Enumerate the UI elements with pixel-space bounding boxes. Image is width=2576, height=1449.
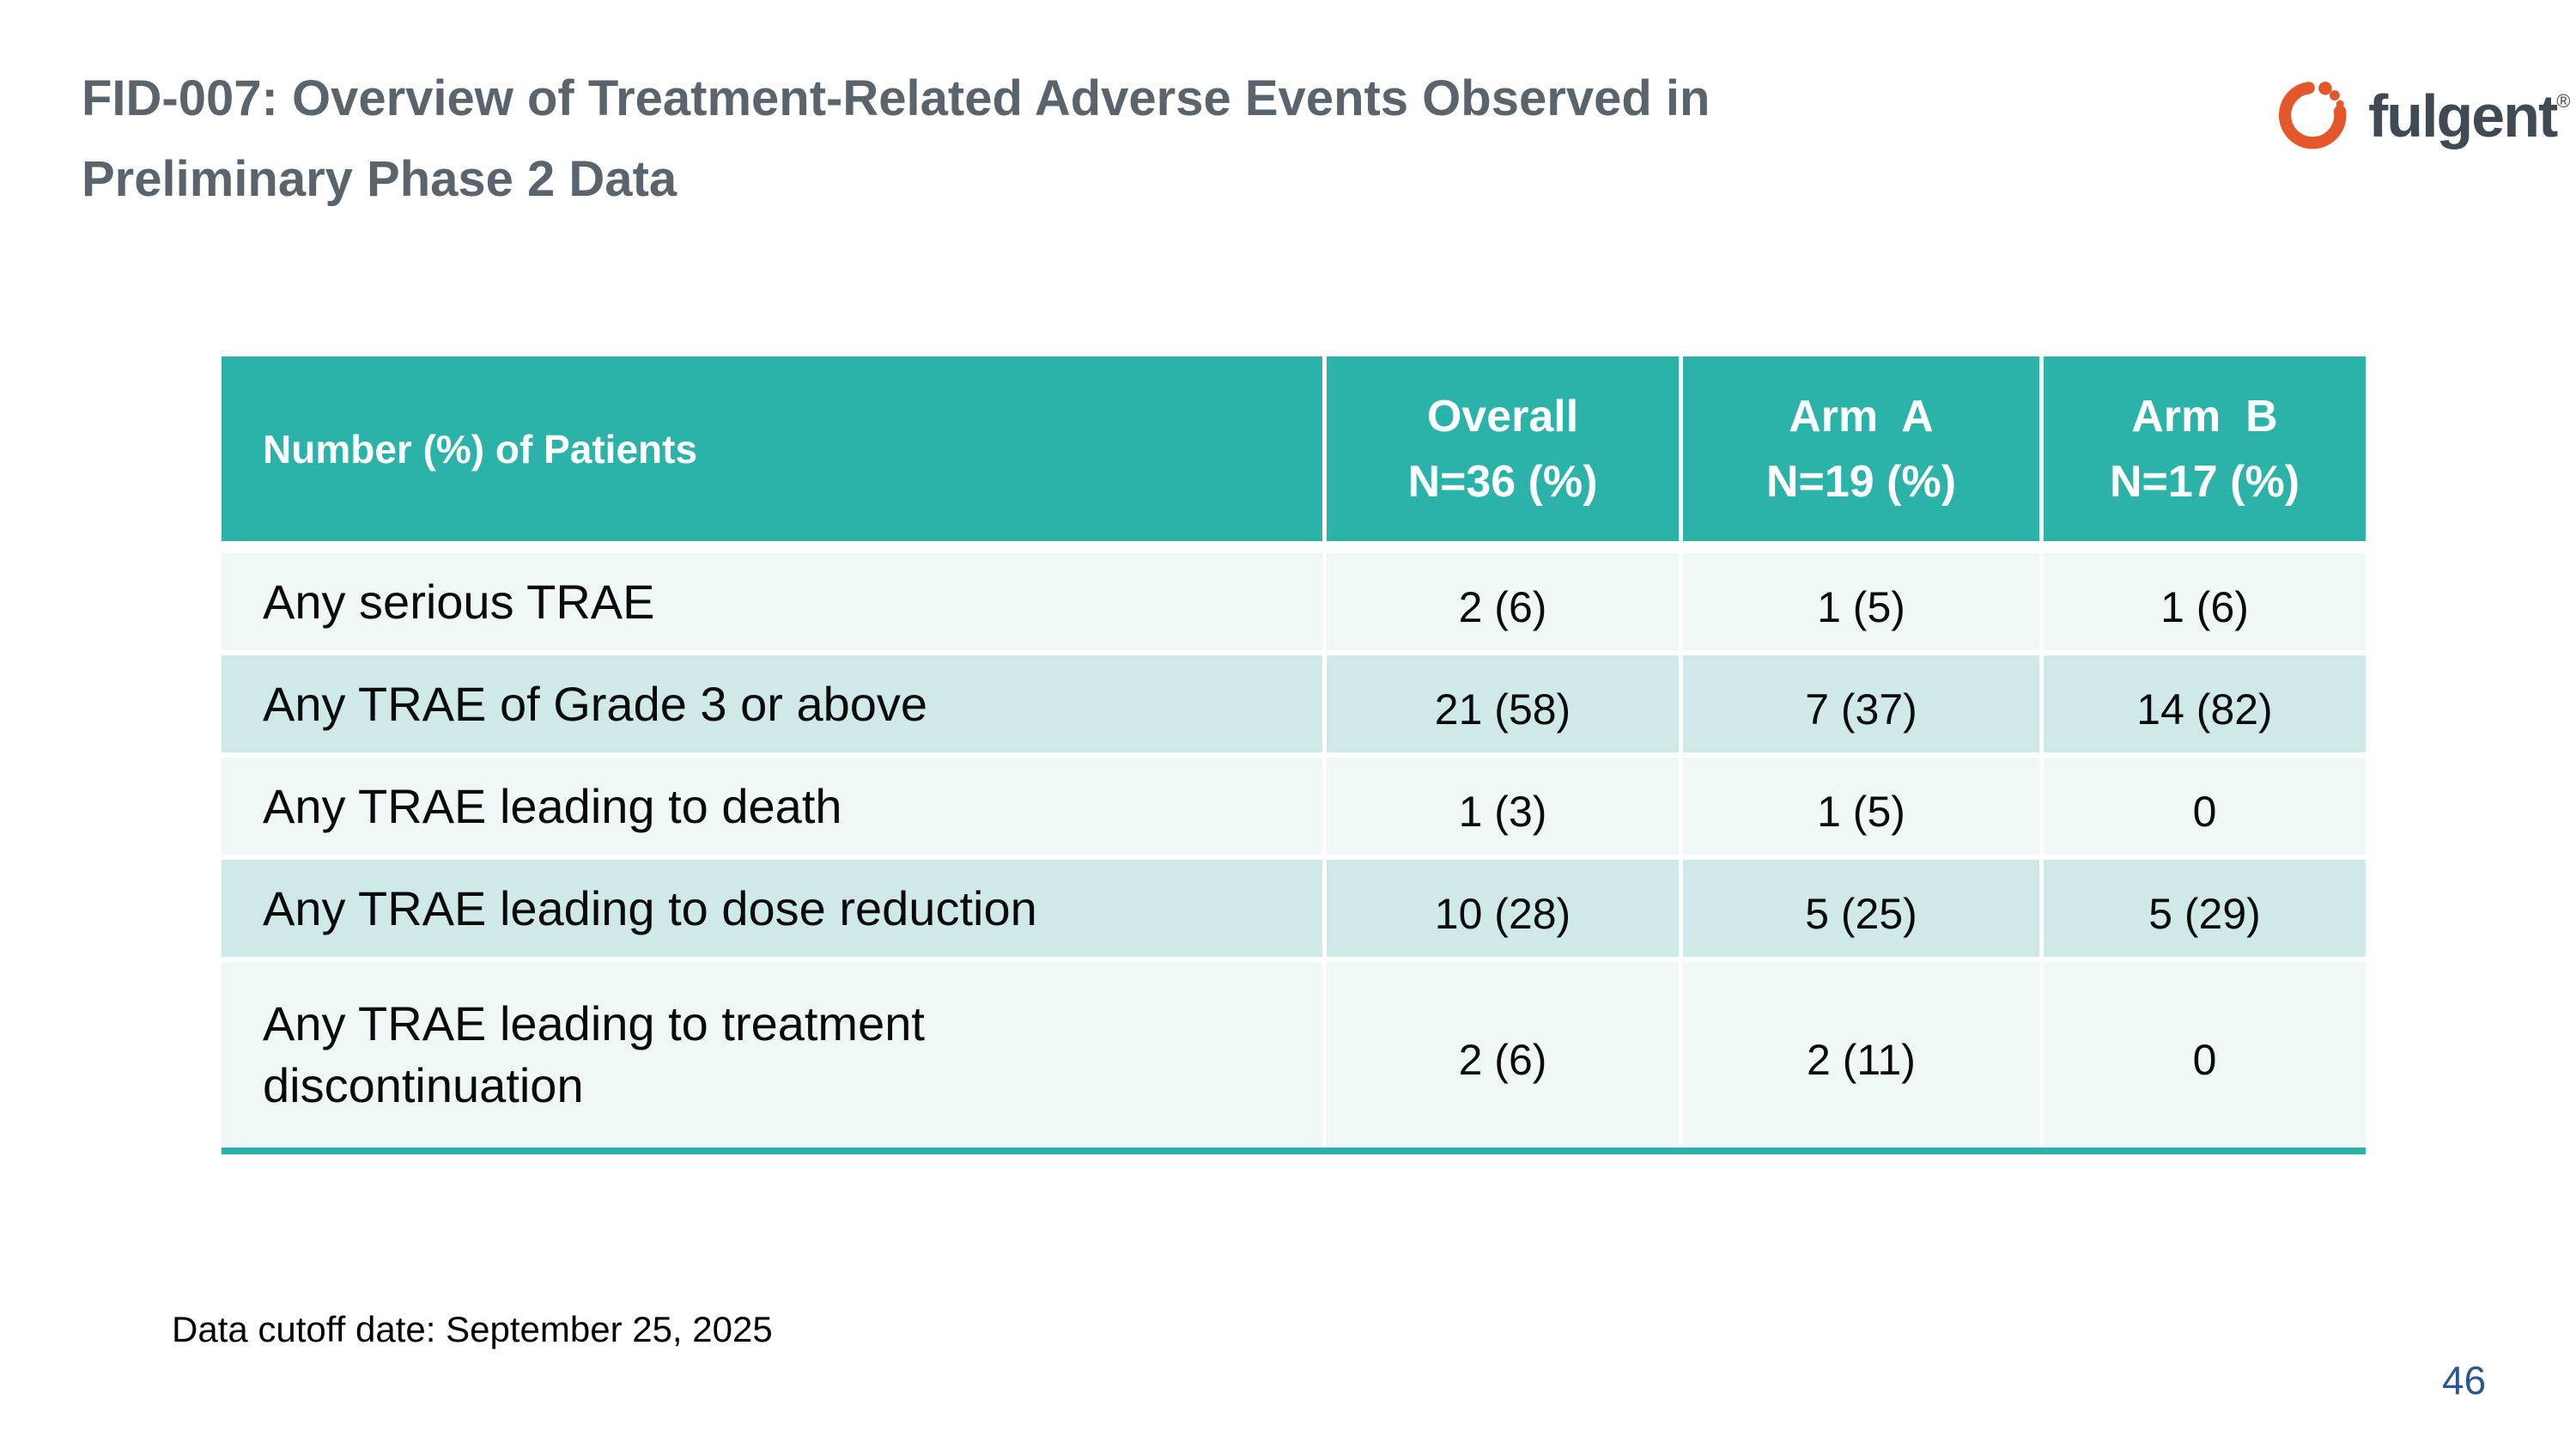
header-overall-label: Overall (1426, 391, 1579, 441)
cell-arm-b: 0 (2039, 962, 2366, 1148)
cell-arm-a: 1 (5) (1679, 553, 2039, 650)
cell-arm-b: 5 (29) (2039, 860, 2366, 957)
row-label-text: Any serious TRAE (263, 574, 655, 629)
row-label-text: Any TRAE leading to dose reduction (263, 880, 1037, 935)
fulgent-arc-icon (2274, 66, 2360, 152)
header-arm-a-n: N=19 (%) (1765, 456, 1957, 507)
table-header-overall: Overall N=36 (%) (1322, 356, 1679, 541)
cell-arm-a: 2 (11) (1679, 962, 2039, 1148)
fulgent-wordmark: fulgent® (2368, 60, 2571, 157)
registered-trademark-mark: ® (2556, 90, 2571, 112)
table-header-arm-a: Arm A N=19 (%) (1679, 356, 2039, 541)
table-header-arm-b: Arm B N=17 (%) (2039, 356, 2366, 541)
row-label: Any TRAE leading to death (222, 758, 1322, 855)
cell-arm-b: 14 (82) (2039, 655, 2366, 752)
slide-title-line1: FID-007: Overview of Treatment-Related A… (82, 70, 1710, 126)
row-label: Any TRAE of Grade 3 or above (222, 655, 1322, 752)
table-row: Any TRAE leading to treatment discontinu… (222, 962, 2366, 1148)
cell-arm-b: 1 (6) (2039, 553, 2366, 650)
cell-arm-a: 1 (5) (1679, 758, 2039, 855)
cell-overall: 2 (6) (1322, 553, 1679, 650)
row-label-text: Any TRAE leading to death (263, 778, 842, 833)
row-label: Any TRAE leading to dose reduction (222, 860, 1322, 957)
table-header-row: Number (%) of Patients Overall N=36 (%) … (222, 356, 2366, 541)
cell-overall: 10 (28) (1322, 860, 1679, 957)
fulgent-wordmark-text: fulgent (2368, 82, 2558, 149)
row-label: Any TRAE leading to treatment discontinu… (222, 962, 1322, 1148)
table-header-patients: Number (%) of Patients (263, 426, 698, 472)
table-bottom-border (222, 1148, 2366, 1154)
slide-title-line2: Preliminary Phase 2 Data (82, 151, 677, 207)
cell-arm-a: 5 (25) (1679, 860, 2039, 957)
cell-overall: 1 (3) (1322, 758, 1679, 855)
header-arm-b-label: Arm B (2131, 391, 2278, 441)
cell-overall: 21 (58) (1322, 655, 1679, 752)
adverse-events-table: Number (%) of Patients Overall N=36 (%) … (222, 356, 2366, 1154)
cell-arm-b: 0 (2039, 758, 2366, 855)
cell-overall: 2 (6) (1322, 962, 1679, 1148)
header-arm-b-n: N=17 (%) (2109, 456, 2300, 507)
slide-title: FID-007: Overview of Treatment-Related A… (82, 58, 2142, 220)
table-row: Any serious TRAE 2 (6) 1 (5) 1 (6) (222, 553, 2366, 650)
header-overall-n: N=36 (%) (1407, 456, 1598, 507)
data-cutoff-footnote: Data cutoff date: September 25, 2025 (172, 1309, 773, 1349)
row-label-text: Any TRAE leading to treatment discontinu… (263, 996, 925, 1112)
page-number: 46 (2442, 1358, 2487, 1403)
header-arm-a-label: Arm A (1789, 391, 1934, 441)
table-row: Any TRAE leading to dose reduction 10 (2… (222, 860, 2366, 957)
row-label-text: Any TRAE of Grade 3 or above (263, 676, 928, 731)
fulgent-logo: fulgent® (2274, 60, 2571, 157)
cell-arm-a: 7 (37) (1679, 655, 2039, 752)
row-label: Any serious TRAE (222, 553, 1322, 650)
table-row: Any TRAE leading to death 1 (3) 1 (5) 0 (222, 758, 2366, 855)
table-row: Any TRAE of Grade 3 or above 21 (58) 7 (… (222, 655, 2366, 752)
